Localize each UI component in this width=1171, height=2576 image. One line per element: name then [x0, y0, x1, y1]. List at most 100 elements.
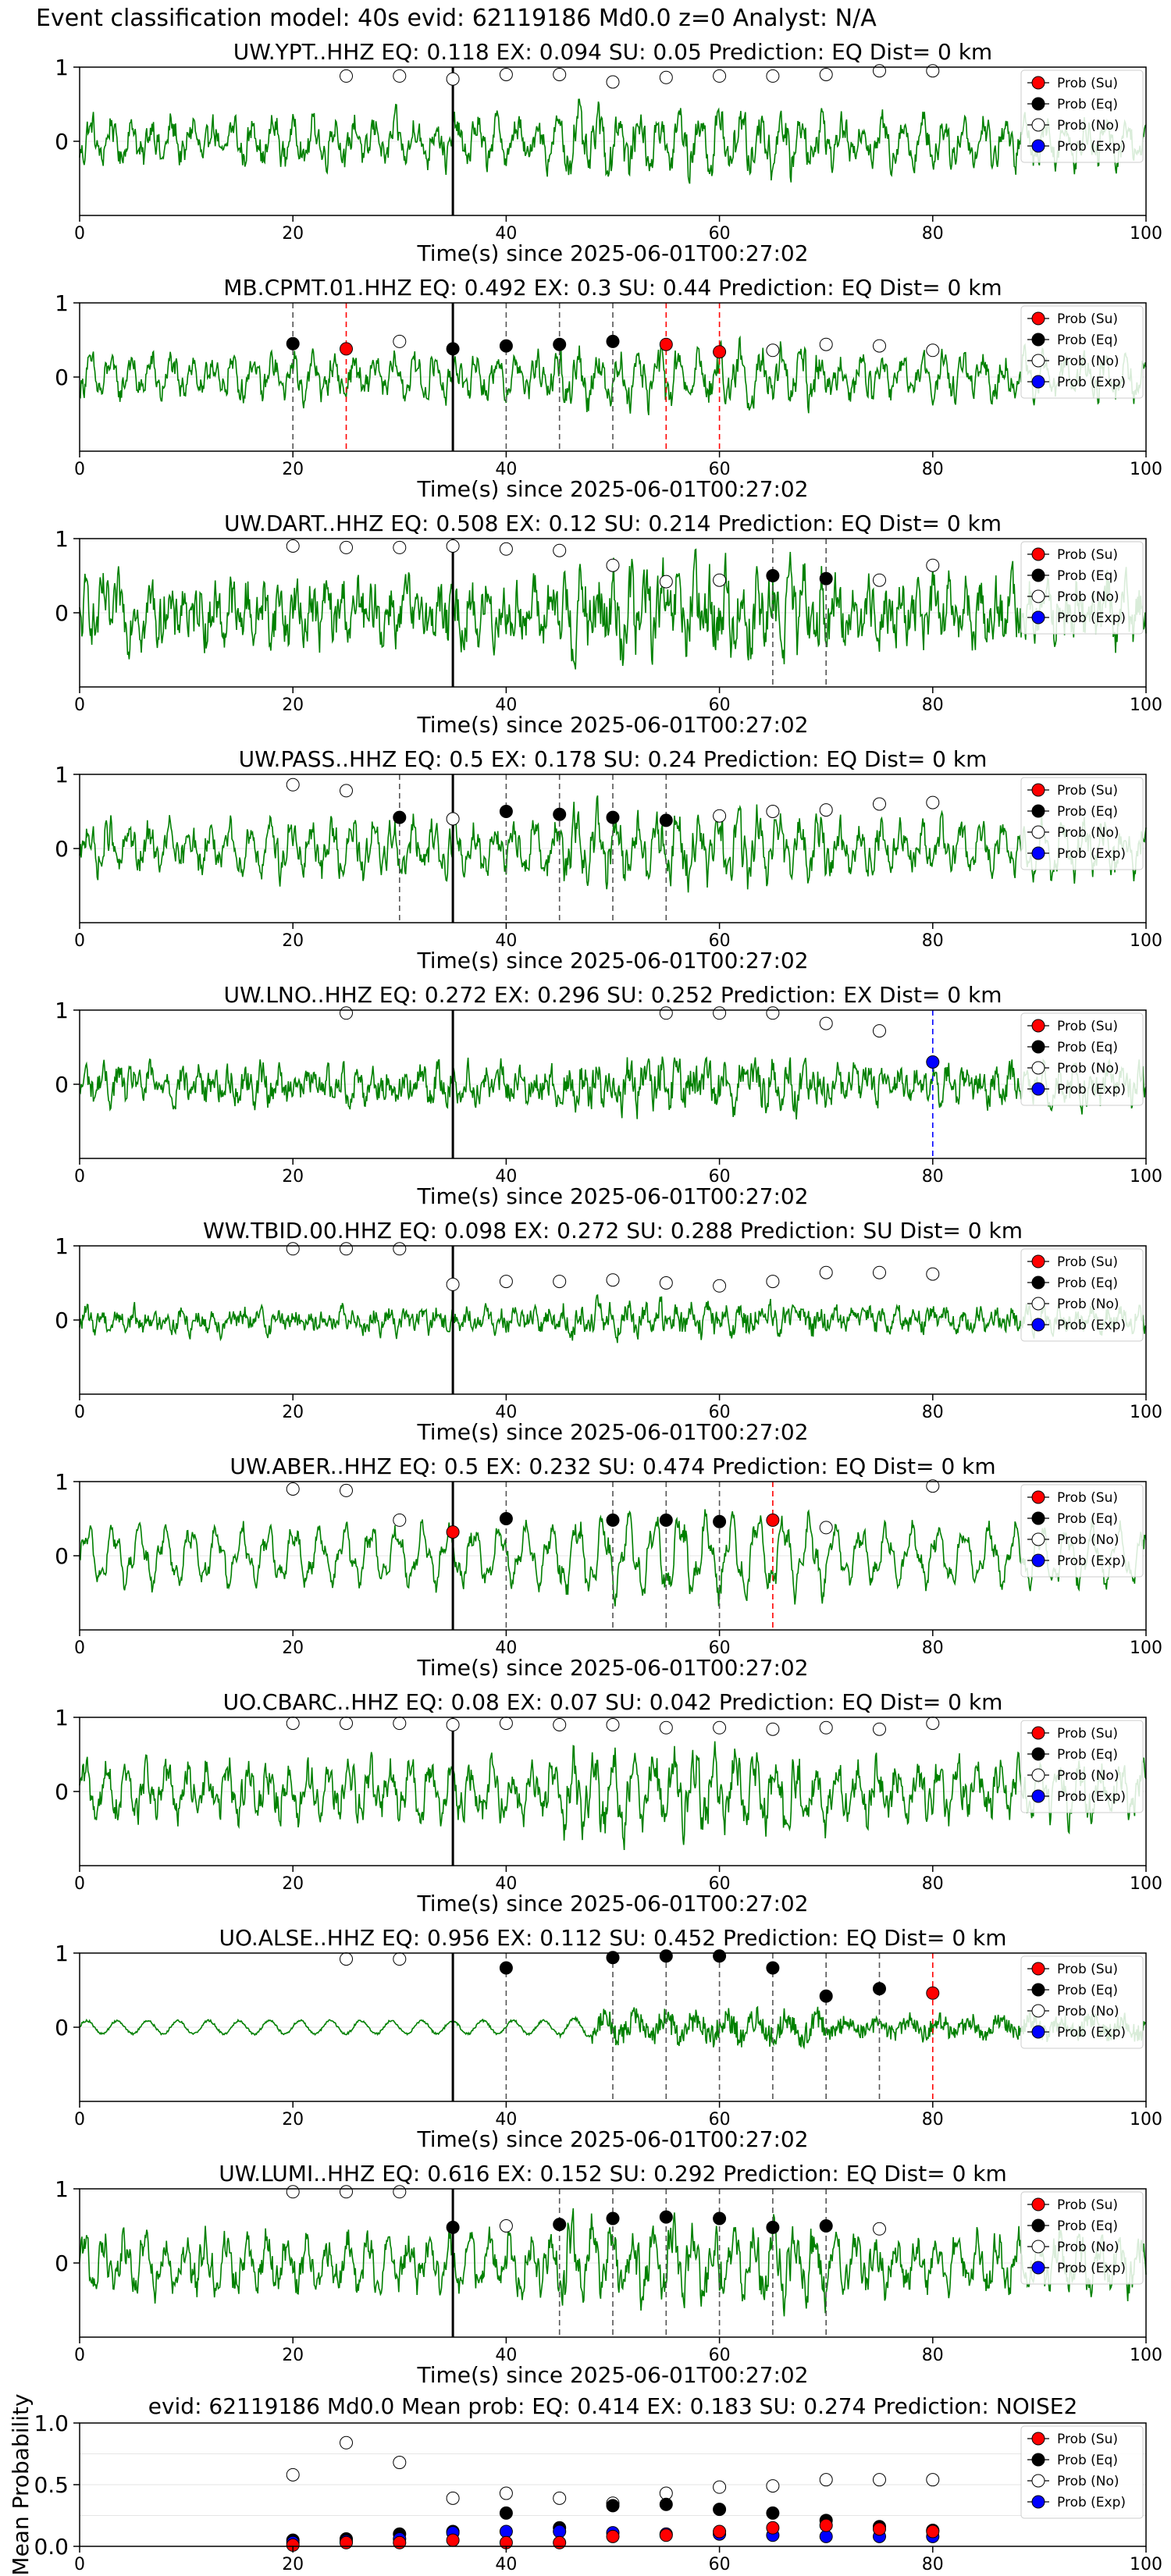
prob-marker-no [926, 558, 940, 572]
prob-marker-eq [659, 1949, 673, 1963]
mean-prob-marker-exp [819, 2529, 833, 2543]
legend-label-no: Prob (No) [1057, 1297, 1119, 1312]
legend-box [1020, 777, 1144, 870]
legend-marker-no [1031, 2240, 1045, 2254]
mean-prob-marker-no [446, 2491, 460, 2505]
y-tick-label: 0 [55, 1779, 69, 1805]
legend-label-exp: Prob (Exp) [1057, 1318, 1126, 1333]
mean-prob-marker-no [286, 2467, 300, 2482]
legend-marker-eq [1031, 804, 1045, 818]
x-tick-label: 0 [74, 2110, 85, 2129]
x-tick-label: 60 [709, 2110, 731, 2129]
legend-marker-eq [1031, 2218, 1045, 2233]
waveform-trace [79, 1741, 1147, 1851]
prob-marker-no [819, 1521, 833, 1535]
prob-marker-no [286, 539, 300, 553]
legend: Prob (Su) Prob (Eq) Prob (No) Prob (Exp) [1020, 2425, 1144, 2519]
prob-marker-no [766, 69, 780, 83]
station-panel: UW.ABER..HHZ EQ: 0.5 EX: 0.232 SU: 0.474… [55, 1453, 1162, 1681]
x-tick-label: 80 [922, 2555, 944, 2574]
x-tick-label: 20 [282, 1638, 304, 1658]
x-tick-label: 60 [709, 224, 731, 244]
legend-marker-exp [1031, 1318, 1045, 1332]
legend-marker-no [1031, 825, 1045, 839]
x-tick-label: 0 [74, 696, 85, 715]
legend-marker-no [1031, 118, 1045, 132]
legend-label-no: Prob (No) [1057, 1532, 1119, 1548]
station-panel: UW.DART..HHZ EQ: 0.508 EX: 0.12 SU: 0.21… [55, 511, 1162, 738]
x-tick-label: 20 [282, 2346, 304, 2365]
prob-marker-no [286, 1482, 300, 1496]
prob-marker-eq [606, 2211, 620, 2226]
x-axis-label: Time(s) since 2025-06-01T00:27:02 [416, 948, 808, 973]
x-tick-label: 100 [1130, 2555, 1162, 2574]
legend-label-no: Prob (No) [1057, 2474, 1119, 2489]
legend-marker-su [1031, 311, 1045, 326]
panel-title: UW.LUMI..HHZ EQ: 0.616 EX: 0.152 SU: 0.2… [219, 2161, 1007, 2186]
legend-label-eq: Prob (Eq) [1057, 2218, 1118, 2234]
y-tick-label: 0.0 [34, 2534, 69, 2560]
panel-title: UO.CBARC..HHZ EQ: 0.08 EX: 0.07 SU: 0.04… [223, 1689, 1003, 1715]
mean-prob-marker-eq [659, 2497, 673, 2511]
prob-marker-no [873, 339, 886, 353]
prob-marker-no [766, 1722, 780, 1736]
legend-marker-exp [1031, 1789, 1045, 1803]
legend: Prob (Su) Prob (Eq) Prob (No) Prob (Exp) [1020, 1012, 1144, 1106]
prob-marker-no [713, 573, 727, 587]
legend-marker-no [1031, 1297, 1045, 1311]
x-tick-label: 0 [74, 1638, 85, 1658]
panel-title: MB.CPMT.01.HHZ EQ: 0.492 EX: 0.3 SU: 0.4… [223, 275, 1002, 301]
x-tick-label: 0 [74, 224, 85, 244]
prob-marker-no [659, 575, 673, 589]
legend-label-exp: Prob (Exp) [1057, 375, 1126, 390]
legend-label-su: Prob (Su) [1057, 1490, 1118, 1506]
prob-marker-eq [606, 1951, 620, 1965]
prob-marker-no [713, 1006, 727, 1020]
waveform-trace [79, 1293, 1147, 1343]
x-tick-label: 20 [282, 1403, 304, 1422]
legend-marker-no [1031, 1768, 1045, 1782]
prob-marker-no [606, 558, 620, 572]
figure-title: Event classification model: 40s evid: 62… [36, 5, 877, 32]
legend-box [1020, 1720, 1144, 1813]
prob-marker-eq [766, 569, 780, 582]
legend-marker-exp [1031, 846, 1045, 860]
x-tick-label: 0 [74, 2346, 85, 2365]
prob-marker-no [286, 1242, 300, 1256]
legend-label-exp: Prob (Exp) [1057, 1553, 1126, 1569]
y-tick-label: 1.0 [34, 2411, 69, 2436]
mean-prob-marker-su [340, 2535, 353, 2549]
prob-marker-no [393, 2185, 407, 2199]
mean-prob-marker-no [873, 2473, 886, 2487]
mean-prob-marker-eq [606, 2499, 620, 2513]
prob-marker-no [499, 2219, 513, 2233]
x-tick-label: 40 [495, 1874, 517, 1894]
prob-marker-su [926, 1986, 940, 2000]
prob-marker-no [340, 784, 353, 798]
mean-prob-marker-no [926, 2473, 940, 2487]
legend-marker-eq [1031, 568, 1045, 582]
mean-prob-marker-no [393, 2456, 407, 2470]
prob-marker-no [659, 1720, 673, 1735]
prob-marker-no [393, 540, 407, 554]
legend-label-eq: Prob (Eq) [1057, 1983, 1118, 1998]
y-tick-label: 1 [55, 762, 69, 788]
mean-prob-marker-eq [766, 2506, 780, 2520]
prob-marker-eq [446, 342, 460, 356]
x-tick-label: 60 [709, 931, 731, 951]
legend-label-exp: Prob (Exp) [1057, 139, 1126, 155]
legend: Prob (Su) Prob (Eq) Prob (No) Prob (Exp) [1020, 777, 1144, 870]
mean-prob-marker-no [819, 2473, 833, 2487]
mean-probability-panel: evid: 62119186 Md0.0 Mean prob: EQ: 0.41… [8, 2393, 1162, 2576]
x-tick-label: 80 [922, 1874, 944, 1894]
prob-marker-no [286, 777, 300, 792]
legend-marker-eq [1031, 1511, 1045, 1525]
y-tick-label: 0 [55, 2250, 69, 2276]
x-axis-label: Time(s) since 2025-06-01T00:27:02 [416, 2126, 808, 2152]
legend-label-su: Prob (Su) [1057, 311, 1118, 327]
x-tick-label: 40 [495, 2110, 517, 2129]
prob-marker-no [553, 543, 567, 557]
x-tick-label: 40 [495, 224, 517, 244]
prob-marker-eq [819, 2219, 833, 2233]
